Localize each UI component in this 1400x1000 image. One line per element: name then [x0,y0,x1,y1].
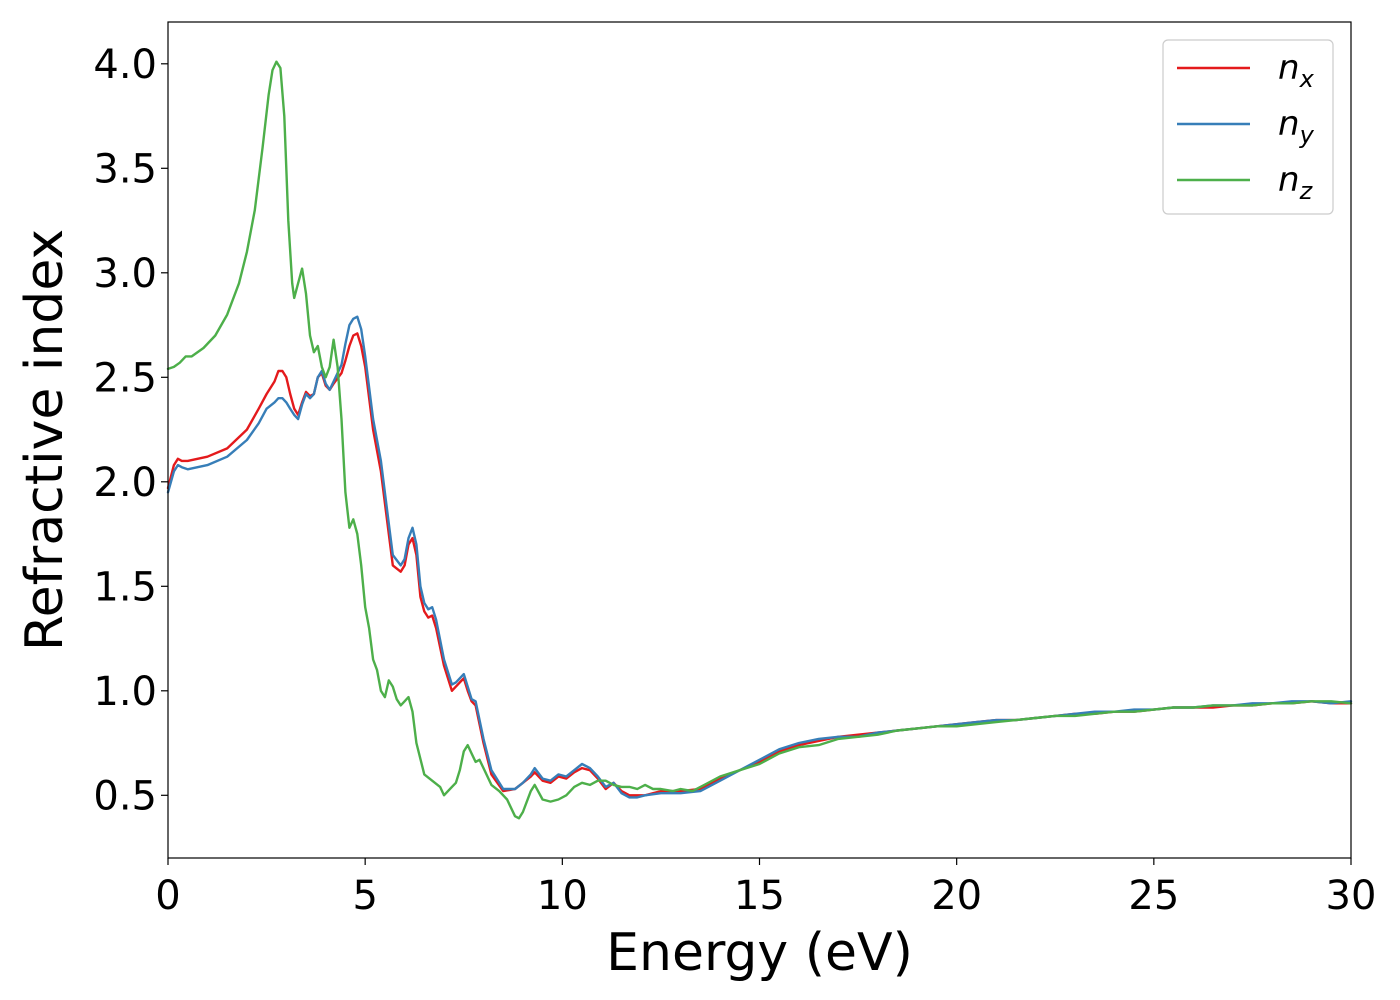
y-tick-label: 1.0 [93,669,157,715]
x-tick-label: 30 [1326,873,1377,919]
series-line-n-y [166,315,1353,799]
x-axis-title: Energy (eV) [606,923,913,983]
y-tick-label: 2.5 [93,355,157,401]
x-tick-label: 0 [155,873,180,919]
y-tick-label: 4.0 [93,42,157,88]
legend-label-n-y: ny [1278,104,1315,149]
y-tick-label: 2.0 [93,460,157,506]
y-tick-label: 3.0 [93,251,157,297]
x-tick-label: 25 [1128,873,1179,919]
x-tick-label: 10 [537,873,588,919]
y-tick-label: 0.5 [93,773,157,819]
y-axis-title: Refractive index [15,229,75,651]
series-line-n-z [166,60,1353,820]
x-axis-ticks: 0 5 10 15 20 25 30 [155,858,1376,919]
legend-box [1162,39,1334,215]
y-tick-label: 1.5 [93,564,157,610]
series-layer [166,60,1353,820]
y-tick-label: 3.5 [93,146,157,192]
x-tick-label: 20 [931,873,982,919]
x-tick-label: 15 [734,873,785,919]
x-tick-label: 5 [352,873,377,919]
plot-background [168,22,1351,858]
y-axis-ticks: 0.5 1.0 1.5 2.0 2.5 3.0 3.5 4.0 [93,42,168,819]
